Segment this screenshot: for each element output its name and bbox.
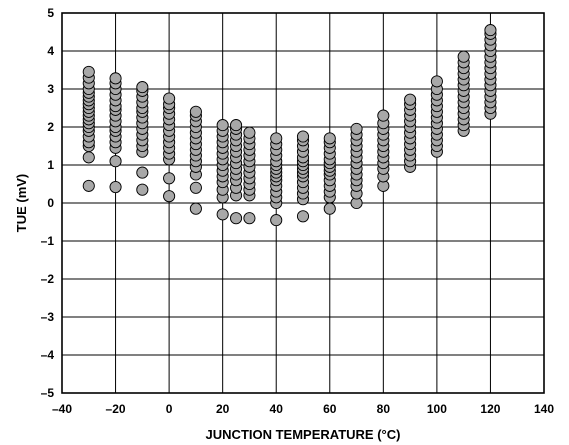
data-point bbox=[163, 172, 176, 185]
data-point bbox=[109, 155, 122, 168]
x-tick-label: 60 bbox=[323, 402, 337, 416]
x-tick-label: –40 bbox=[52, 402, 72, 416]
data-point bbox=[243, 212, 256, 225]
y-tick-label: –4 bbox=[41, 348, 55, 362]
x-tick-label: 140 bbox=[534, 402, 554, 416]
data-point bbox=[430, 75, 443, 88]
y-tick-label: 3 bbox=[47, 82, 54, 96]
data-point bbox=[136, 81, 149, 94]
data-point bbox=[163, 92, 176, 105]
data-point bbox=[109, 72, 122, 85]
data-point bbox=[350, 122, 363, 135]
data-point bbox=[136, 183, 149, 196]
y-tick-label: –1 bbox=[41, 234, 55, 248]
data-point bbox=[136, 166, 149, 179]
x-tick-label: 20 bbox=[216, 402, 230, 416]
data-point bbox=[296, 130, 310, 143]
data-point bbox=[189, 202, 202, 215]
data-point bbox=[82, 151, 95, 164]
x-tick-labels: –40 –20 0 20 40 60 80 100 120 140 bbox=[52, 402, 554, 416]
data-point bbox=[296, 210, 310, 223]
data-point bbox=[189, 181, 202, 194]
data-point bbox=[404, 93, 417, 106]
x-tick-label: 0 bbox=[166, 402, 173, 416]
y-tick-labels: –5 –4 –3 –2 –1 0 1 2 3 4 5 bbox=[41, 6, 55, 400]
y-tick-label: –3 bbox=[41, 310, 55, 324]
y-tick-label: –2 bbox=[41, 272, 55, 286]
plot-frame bbox=[61, 12, 545, 394]
data-point bbox=[457, 50, 470, 63]
x-tick-label: 80 bbox=[377, 402, 391, 416]
y-tick-label: 5 bbox=[47, 6, 54, 20]
data-point bbox=[109, 180, 122, 194]
data-point bbox=[270, 214, 283, 227]
data-point bbox=[230, 119, 243, 132]
x-tick-label: 40 bbox=[270, 402, 284, 416]
y-tick-label: 2 bbox=[47, 120, 54, 134]
data-point bbox=[189, 105, 202, 118]
data-point bbox=[377, 109, 390, 122]
data-point bbox=[216, 119, 229, 132]
data-point bbox=[82, 179, 95, 192]
data-point bbox=[82, 65, 95, 78]
y-tick-label: 1 bbox=[47, 158, 54, 172]
y-axis-title: TUE (mV) bbox=[14, 174, 29, 233]
x-tick-label: –20 bbox=[106, 402, 126, 416]
x-tick-label: 120 bbox=[480, 402, 500, 416]
data-point bbox=[484, 24, 497, 37]
y-tick-label: –5 bbox=[41, 386, 55, 400]
y-tick-label: 0 bbox=[47, 196, 54, 210]
data-point bbox=[230, 212, 243, 225]
data-point bbox=[243, 126, 256, 139]
y-tick-label: 4 bbox=[47, 44, 54, 58]
data-points bbox=[82, 24, 497, 227]
data-point bbox=[323, 202, 336, 215]
data-point bbox=[216, 208, 229, 221]
data-point bbox=[163, 190, 176, 203]
x-axis-title: JUNCTION TEMPERATURE (°C) bbox=[206, 427, 401, 442]
x-tick-label: 100 bbox=[427, 402, 447, 416]
data-point bbox=[323, 132, 336, 145]
data-point bbox=[270, 132, 283, 145]
